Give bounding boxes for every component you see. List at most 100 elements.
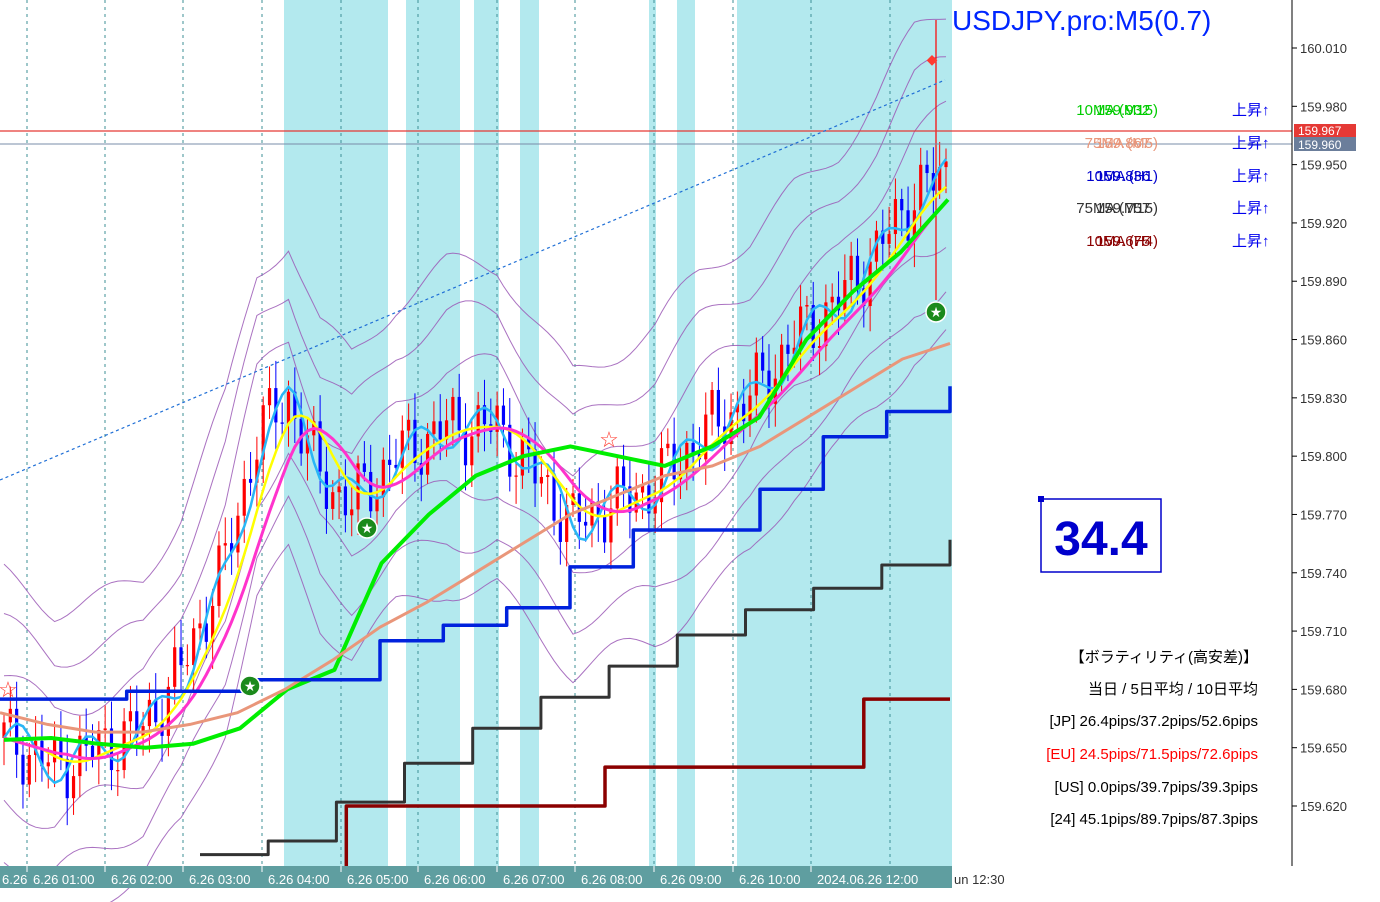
bollinger-band-line [3,18,947,623]
candle-body [432,421,436,434]
candle-body [900,198,904,211]
candle-body [223,543,227,546]
ma-table: 10MA (M15) 159.932 上昇↑ 75MA (M5) 159.867… [1076,102,1269,250]
time-tick-label: 6.26 05:00 [347,872,408,887]
candle-body [179,647,183,666]
candle-body [375,497,379,512]
ma-row-value: 159.867 [1096,135,1150,152]
time-tick-label: 6.26 03:00 [189,872,250,887]
volatility-row: [24] 45.1pips/89.7pips/87.3pips [1050,811,1258,828]
candle-body [78,735,82,777]
sell-signal-icon[interactable]: ☆ [0,677,18,702]
candle-body [15,708,19,755]
candle-body [647,485,651,514]
candle-body [944,161,948,168]
candle-body [584,521,588,526]
candle-body [539,476,543,484]
candle-body [324,471,329,509]
star-glyph: ★ [930,304,943,320]
ma-row-trend: 上昇↑ [1232,135,1270,152]
price-axis: 160.010 159.980 159.950 159.920 159.890 159.8… [1292,41,1347,814]
ma-row-label: 10MA (M15) [1076,102,1158,119]
volatility-subtitle: 当日 / 5日平均 / 10日平均 [1088,681,1258,698]
candle-body [514,475,518,477]
candle-body [919,164,923,211]
candle-body [147,699,152,727]
candle-body [362,463,366,472]
sell-signal-icon[interactable]: ☆ [599,427,619,452]
candle-body [615,466,619,509]
ask-price-label: 159.960 [1298,138,1342,152]
candle-body [318,421,322,472]
candle-body [640,485,645,493]
candle-body [293,391,297,419]
time-tick-label: 6.26 [2,872,27,887]
candle-body [65,758,69,799]
candle-body [204,623,208,642]
candle-body [90,745,95,758]
candle-body [596,501,600,517]
candle-body [887,234,891,244]
candle-body [350,509,354,516]
candle-body [565,504,569,542]
bollinger-band-line [3,247,947,829]
ma-series-line [0,341,951,734]
candle-body [609,508,613,543]
candle-body [40,740,44,767]
candle-body [843,280,847,311]
candle-body [135,711,139,737]
candle-body [704,414,708,460]
buy-signal-icon[interactable] [356,517,378,539]
time-tick-label: 6.26 10:00 [739,872,800,887]
time-tick-label: 6.26 07:00 [503,872,564,887]
time-tick-label: 6.26 02:00 [111,872,172,887]
candle-body [166,686,170,736]
candle-body [621,466,626,487]
big-value-text: 34.4 [1054,513,1148,566]
buy-signal-icon[interactable] [239,675,261,697]
candle-body [457,396,461,431]
candle-body [691,442,695,455]
price-tick-label: 159.620 [1300,799,1347,814]
buy-signal-icon[interactable] [925,301,947,323]
price-tick-label: 159.920 [1300,216,1347,231]
bollinger-band-line [109,329,947,902]
candle-body [501,405,506,425]
candle-body [413,419,417,464]
candle-body [419,463,423,475]
big-value-box-handle[interactable] [1038,496,1044,502]
time-tick-label: 6.26 08:00 [581,872,642,887]
time-tick-label: 6.26 01:00 [33,872,94,887]
candle-body [116,770,120,772]
ma-row-label: 75MA (M15) [1076,200,1158,217]
time-tick-label: 6.26 04:00 [268,872,329,887]
session-band [677,0,695,866]
candle-body [881,230,885,244]
candle-body [444,420,449,440]
candle-body [805,305,809,307]
candle-body [394,464,398,468]
candle-body [255,459,259,483]
bollinger-band-line [3,100,947,716]
time-tick-label: 2024.06.26 12:00 [817,872,918,887]
candle-body [211,605,215,642]
candle-body [173,647,177,687]
big-value-box[interactable] [1040,498,1162,573]
candle-body [824,302,828,347]
candle-body [761,352,765,371]
time-tick-label: 6.26 06:00 [424,872,485,887]
candle-body [906,210,910,241]
candle-body [267,388,272,406]
candle-body [229,543,234,553]
bollinger-band-line [3,56,947,668]
ma-row-value: 159.675 [1096,233,1150,250]
signal-markers: ★ ★ ★ ☆ ☆ ◆ [0,51,947,702]
candle-body [552,475,556,521]
volatility-panel: 【ボラティリティ(高安差)】 当日 / 5日平均 / 10日平均 [JP] 26… [1046,649,1258,828]
candle-body [103,728,107,731]
candle-body [558,520,562,542]
candle-body [710,389,714,415]
candle-body [27,754,31,785]
candle-body [482,405,487,425]
candle-body [185,665,189,667]
